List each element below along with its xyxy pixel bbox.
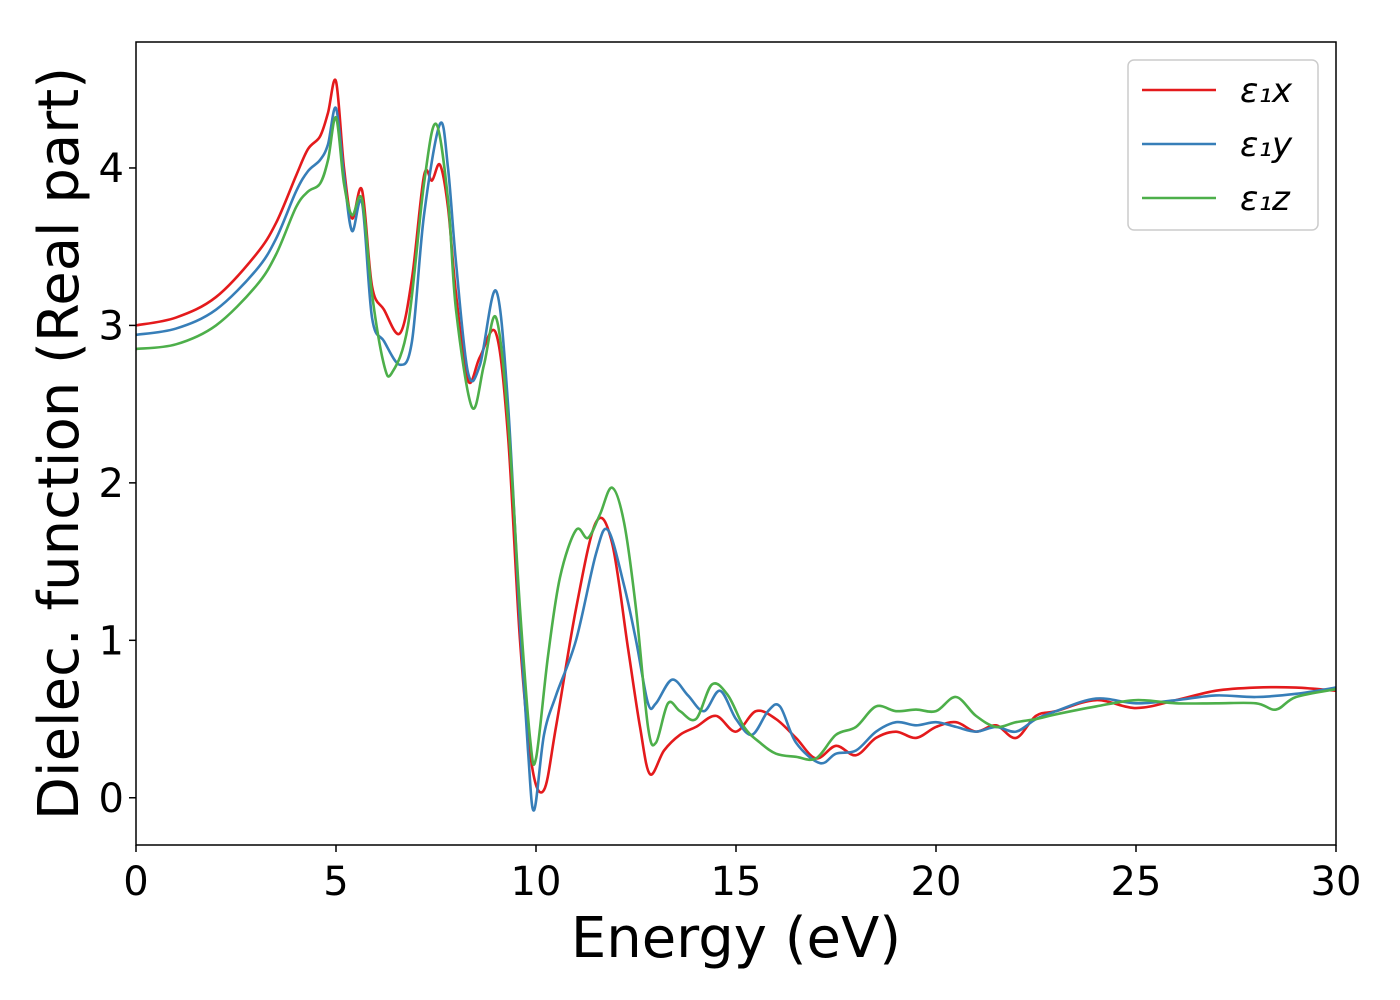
y-axis: 0 1 2 3 4: [99, 146, 136, 822]
x-tick-label: 10: [511, 859, 562, 905]
x-axis: 0 5 10 15 20 25 30: [123, 845, 1361, 905]
x-tick-label: 25: [1111, 859, 1162, 905]
y-axis-label: Dielec. function (Real part): [27, 67, 92, 820]
legend-box: [1127, 59, 1319, 231]
x-tick-label: 5: [323, 859, 348, 905]
x-tick-label: 20: [911, 859, 962, 905]
legend: ε₁x ε₁y ε₁z: [1127, 59, 1319, 231]
x-tick-label: 15: [711, 859, 762, 905]
y-tick-label: 0: [99, 776, 124, 822]
legend-label: ε₁z: [1240, 179, 1291, 219]
series-line-1: [136, 106, 1336, 812]
series-line-2: [136, 116, 1336, 766]
y-tick-label: 2: [99, 461, 124, 507]
y-tick-label: 3: [99, 303, 124, 349]
x-tick-label: 0: [123, 859, 148, 905]
x-axis-label: Energy (eV): [571, 906, 901, 971]
y-tick-label: 4: [99, 146, 124, 192]
legend-label: ε₁x: [1240, 71, 1293, 111]
y-tick-label: 1: [99, 618, 124, 664]
legend-label: ε₁y: [1240, 125, 1293, 165]
x-tick-label: 30: [1311, 859, 1362, 905]
plot-lines: [136, 78, 1336, 812]
